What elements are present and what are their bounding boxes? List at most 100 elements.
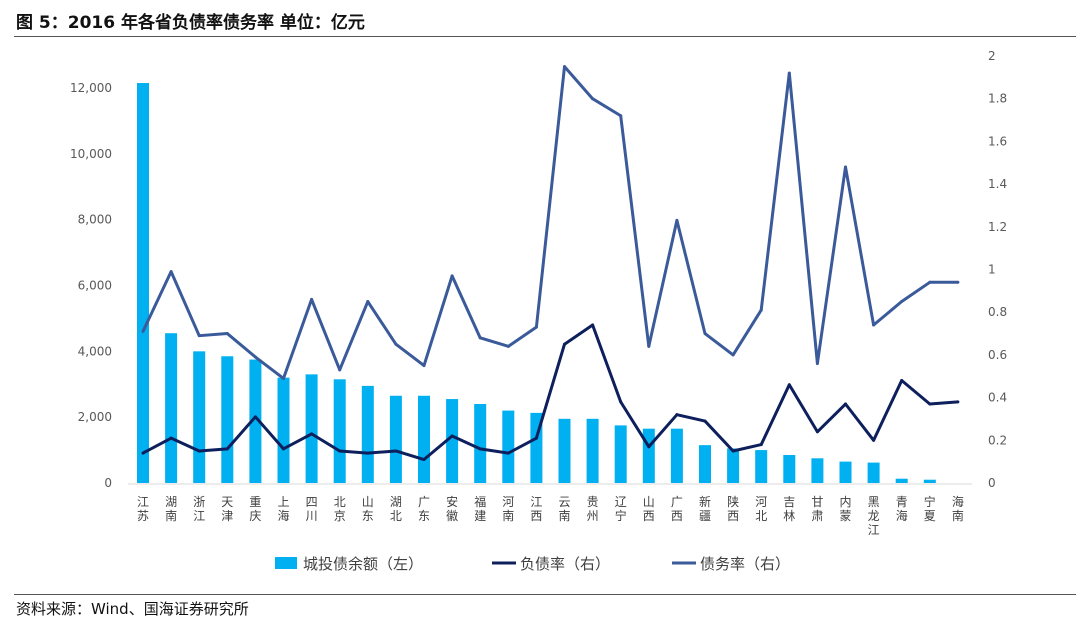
- point-debt-陕西: [731, 353, 735, 357]
- category-label: 河南: [502, 495, 514, 523]
- category-label: 吉林: [783, 495, 795, 523]
- bar-湖南: [165, 333, 178, 483]
- debt-ratio-line: [141, 65, 958, 380]
- point-liability-四川: [310, 432, 314, 436]
- category-label: 山西: [643, 495, 655, 523]
- point-debt-新疆: [703, 332, 707, 336]
- legend-label: 债务率（右）: [700, 555, 790, 573]
- legend-swatch-bar: [275, 557, 297, 569]
- bar-浙江: [193, 351, 206, 483]
- category-label: 江西: [530, 495, 542, 523]
- bar-北京: [333, 379, 346, 483]
- point-debt-甘肃: [815, 361, 819, 365]
- category-label: 宁夏: [924, 494, 936, 523]
- category-label: 湖北: [390, 494, 402, 523]
- point-debt-湖北: [394, 342, 398, 346]
- category-label: 陕西: [727, 494, 739, 523]
- category-label: 安徽: [446, 494, 458, 523]
- category-label: 甘肃: [811, 495, 823, 523]
- point-liability-广东: [422, 458, 426, 462]
- category-label: 海南: [952, 494, 964, 523]
- point-debt-天津: [225, 332, 229, 336]
- point-liability-江苏: [141, 451, 145, 455]
- point-debt-宁夏: [928, 280, 932, 284]
- bar-内蒙: [839, 461, 852, 483]
- point-liability-福建: [478, 447, 482, 451]
- bar-陕西: [727, 448, 740, 483]
- point-debt-湖南: [169, 270, 173, 274]
- right-tick-label: 0.6: [988, 348, 1007, 362]
- right-tick-label: 1: [988, 263, 996, 277]
- point-liability-山东: [366, 451, 370, 455]
- point-debt-河北: [759, 308, 763, 312]
- bar-广东: [418, 395, 430, 483]
- point-debt-北京: [338, 368, 342, 372]
- point-liability-河南: [506, 451, 510, 455]
- point-liability-海南: [956, 400, 960, 404]
- category-label: 贵州: [587, 495, 599, 523]
- bar-湖北: [389, 395, 402, 483]
- legend-label: 城投债余额（左）: [303, 555, 423, 573]
- point-liability-江西: [534, 436, 538, 440]
- right-tick-label: 0: [988, 476, 996, 490]
- point-debt-河南: [506, 344, 510, 348]
- left-tick-label: 12,000: [70, 81, 112, 95]
- category-label: 天津: [221, 495, 233, 523]
- point-liability-上海: [282, 447, 285, 451]
- right-tick-label: 1.8: [988, 92, 1007, 106]
- category-label: 四川: [306, 495, 318, 523]
- left-tick-label: 2,000: [78, 410, 112, 424]
- point-debt-黑龙江: [872, 323, 876, 327]
- category-label: 黑龙江: [868, 495, 880, 537]
- bar-河南: [502, 410, 515, 483]
- bar-山西: [642, 428, 655, 483]
- bar-江苏: [137, 83, 149, 483]
- point-liability-湖南: [169, 436, 173, 440]
- right-tick-label: 1.6: [988, 134, 1007, 148]
- point-debt-辽宁: [619, 114, 623, 118]
- left-tick-label: 6,000: [78, 278, 112, 292]
- liability-ratio-line: [142, 323, 959, 462]
- bottom-divider: [14, 594, 1076, 595]
- right-tick-label: 0.8: [988, 305, 1007, 319]
- point-liability-湖北: [394, 449, 398, 453]
- category-label: 辽宁: [615, 495, 627, 523]
- bar-黑龙江: [867, 462, 880, 483]
- category-label: 山东: [362, 495, 374, 523]
- point-debt-云南: [563, 65, 566, 69]
- point-liability-黑龙江: [872, 438, 876, 442]
- point-debt-四川: [310, 297, 314, 301]
- point-liability-青海: [900, 379, 904, 383]
- point-debt-重庆: [253, 355, 257, 359]
- point-debt-吉林: [787, 71, 791, 75]
- point-debt-安徽: [450, 274, 454, 278]
- left-tick-label: 0: [104, 476, 112, 490]
- point-debt-上海: [282, 376, 285, 380]
- point-liability-新疆: [703, 419, 707, 423]
- bar-甘肃: [811, 458, 824, 483]
- bar-河北: [755, 450, 768, 483]
- category-label: 浙江: [193, 495, 205, 523]
- point-liability-浙江: [197, 449, 201, 453]
- point-liability-天津: [225, 447, 229, 451]
- point-liability-广西: [675, 413, 679, 417]
- category-label: 河北: [755, 495, 767, 523]
- point-liability-贵州: [591, 323, 595, 327]
- point-liability-陕西: [731, 449, 735, 453]
- bar-贵州: [586, 418, 599, 483]
- category-label: 重庆: [249, 495, 261, 523]
- point-liability-云南: [563, 342, 566, 346]
- point-debt-海南: [956, 280, 960, 284]
- point-debt-广东: [422, 364, 426, 368]
- source-note: 资料来源：Wind、国海证券研究所: [16, 600, 249, 618]
- point-liability-吉林: [787, 383, 791, 387]
- point-liability-山西: [647, 445, 651, 449]
- right-tick-label: 1.4: [988, 177, 1007, 191]
- category-label: 上海: [277, 495, 289, 523]
- point-liability-河北: [759, 443, 763, 447]
- point-liability-甘肃: [815, 430, 819, 434]
- point-debt-浙江: [197, 334, 201, 338]
- bar-上海: [277, 377, 290, 483]
- point-liability-内蒙: [844, 402, 847, 406]
